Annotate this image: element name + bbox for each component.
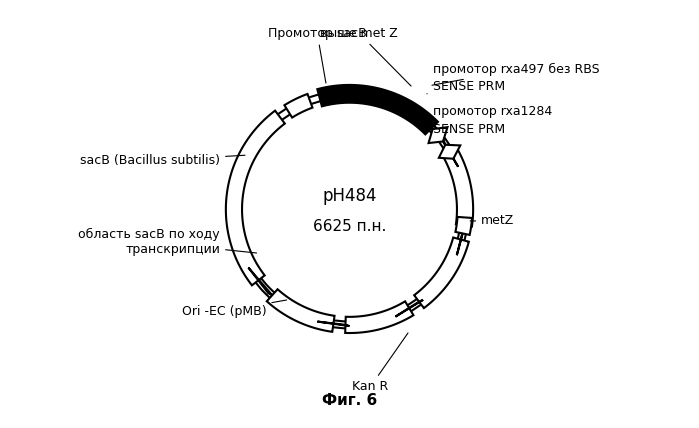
Text: Фиг. 6: Фиг. 6 bbox=[322, 393, 377, 408]
Text: промотор rxa497 без RBS: промотор rxa497 без RBS bbox=[432, 63, 599, 85]
Polygon shape bbox=[345, 301, 413, 333]
Text: pH484: pH484 bbox=[322, 187, 377, 205]
Text: sacB (Bacillus subtilis): sacB (Bacillus subtilis) bbox=[80, 155, 245, 167]
Polygon shape bbox=[284, 94, 312, 118]
Polygon shape bbox=[415, 238, 469, 308]
Polygon shape bbox=[267, 289, 335, 332]
Polygon shape bbox=[419, 116, 444, 141]
Text: промотор rxa1284: промотор rxa1284 bbox=[427, 105, 552, 118]
Text: выше met Z: выше met Z bbox=[320, 27, 411, 86]
Text: SENSE PRM: SENSE PRM bbox=[427, 80, 505, 94]
Polygon shape bbox=[456, 217, 472, 235]
Polygon shape bbox=[443, 149, 473, 226]
Polygon shape bbox=[248, 268, 272, 295]
Polygon shape bbox=[439, 145, 460, 159]
Polygon shape bbox=[226, 110, 284, 285]
Polygon shape bbox=[428, 127, 447, 143]
Polygon shape bbox=[442, 139, 458, 167]
Text: 6625 п.н.: 6625 п.н. bbox=[313, 219, 386, 234]
Polygon shape bbox=[317, 321, 350, 326]
Polygon shape bbox=[457, 224, 466, 255]
Text: SENSE PRM: SENSE PRM bbox=[426, 123, 505, 136]
Text: Kan R: Kan R bbox=[352, 333, 408, 393]
Text: Промотор sacB: Промотор sacB bbox=[268, 27, 366, 83]
Text: metZ: metZ bbox=[470, 214, 514, 227]
Text: Ori -EC (pMB): Ori -EC (pMB) bbox=[182, 300, 287, 318]
Text: область sacB по ходу
транскрипции: область sacB по ходу транскрипции bbox=[78, 228, 257, 256]
Polygon shape bbox=[396, 300, 423, 317]
Polygon shape bbox=[317, 85, 438, 134]
